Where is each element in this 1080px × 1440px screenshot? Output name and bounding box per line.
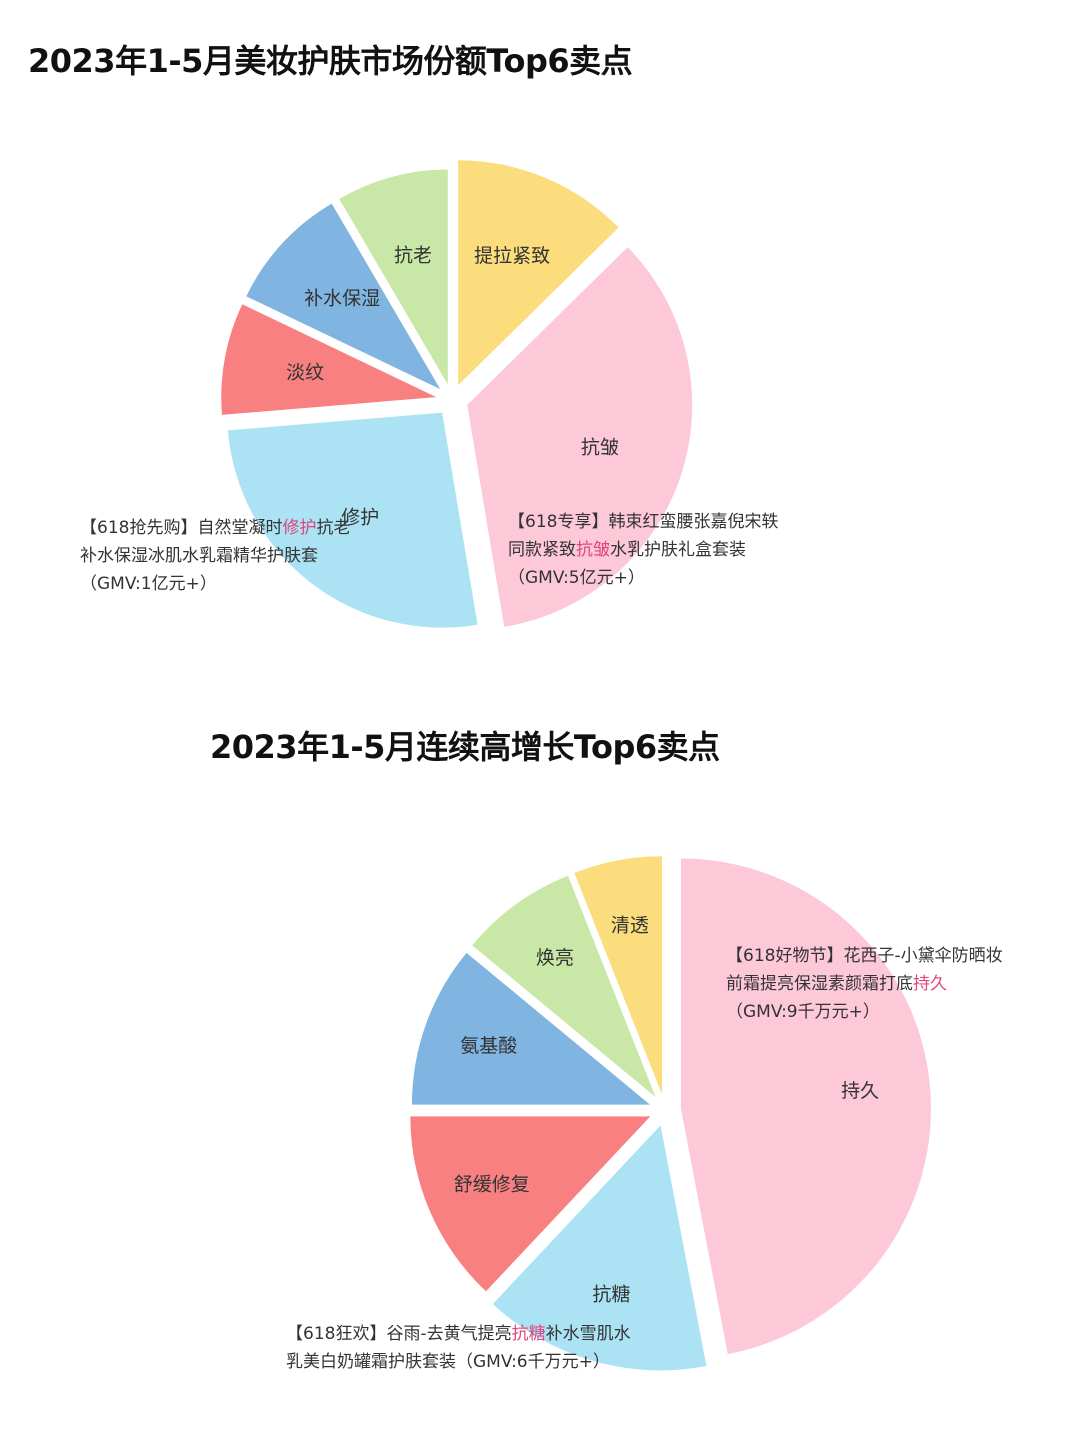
- pie-slice: [411, 952, 650, 1105]
- annotation-kangtang-product: 【618狂欢】谷雨-去黄气提亮抗糖补水雪肌水 乳美白奶罐霜护肤套装（GMV:6千…: [286, 1320, 631, 1376]
- pie-slice: [574, 856, 663, 1095]
- note-text: 【618抢先购】自然堂凝时: [80, 518, 283, 538]
- note-gmv: （GMV:1亿元+）: [80, 574, 217, 594]
- pie-slice: [410, 1116, 651, 1292]
- slice-label: 焕亮: [536, 947, 574, 969]
- slice-label: 提拉紧致: [474, 245, 550, 267]
- note-highlight: 抗皱: [576, 540, 610, 560]
- pie-slice: [458, 160, 619, 386]
- pie-slice: [221, 304, 437, 415]
- slice-label: 抗糖: [592, 1283, 630, 1305]
- note-text: 补水雪肌水: [545, 1324, 631, 1344]
- annotation-xiuhu-product: 【618抢先购】自然堂凝时修护抗老 补水保湿冰肌水乳霜精华护肤套 （GMV:1亿…: [80, 514, 350, 598]
- pie-slice: [246, 203, 441, 390]
- note-text: 【618狂欢】谷雨-去黄气提亮: [286, 1324, 512, 1344]
- pie-slice: [492, 1125, 707, 1371]
- pie-slice: [227, 412, 478, 628]
- slice-label: 修护: [341, 506, 379, 528]
- slice-label: 清透: [611, 914, 649, 936]
- chart-title-market-share: 2023年1-5月美妆护肤市场份额Top6卖点: [28, 42, 633, 80]
- note-text: 同款紧致: [508, 540, 576, 560]
- note-text: 水乳护肤礼盒套装: [610, 540, 746, 560]
- note-gmv: （GMV:9千万元+）: [726, 1002, 880, 1022]
- note-gmv: （GMV:5亿元+）: [508, 568, 645, 588]
- note-text: 抗老: [316, 518, 351, 538]
- note-text: 【618好物节】花西子-小黛伞防晒妆: [726, 946, 1003, 966]
- chart-title-growth: 2023年1-5月连续高增长Top6卖点: [210, 728, 720, 766]
- slice-label: 持久: [841, 1080, 879, 1102]
- note-highlight: 修护: [282, 518, 317, 538]
- annotation-chijiu-product: 【618好物节】花西子-小黛伞防晒妆 前霜提亮保湿素颜霜打底持久 （GMV:9千…: [726, 942, 1003, 1026]
- slice-label: 补水保湿: [304, 287, 380, 309]
- note-highlight: 抗糖: [511, 1324, 546, 1344]
- slice-label: 舒缓修复: [454, 1173, 530, 1195]
- slice-label: 抗老: [394, 244, 432, 266]
- note-highlight: 持久: [913, 974, 947, 994]
- note-text: 【618专享】韩束红蛮腰张嘉倪宋轶: [508, 512, 779, 532]
- slice-label: 抗皱: [581, 437, 619, 459]
- pie-slice: [680, 858, 931, 1355]
- pie-slice: [472, 875, 656, 1098]
- annotation-kangzhou-product: 【618专享】韩束红蛮腰张嘉倪宋轶 同款紧致抗皱水乳护肤礼盒套装 （GMV:5亿…: [508, 508, 778, 592]
- note-text: 前霜提亮保湿素颜霜打底: [726, 974, 913, 994]
- slice-label: 氨基酸: [460, 1035, 517, 1057]
- pie-slice: [339, 169, 448, 385]
- pie-slice: [467, 247, 693, 627]
- note-text: 补水保湿冰肌水乳霜精华护肤套: [80, 546, 318, 566]
- note-text: 乳美白奶罐霜护肤套装（GMV:6千万元+）: [286, 1352, 610, 1372]
- slice-label: 淡纹: [286, 361, 324, 383]
